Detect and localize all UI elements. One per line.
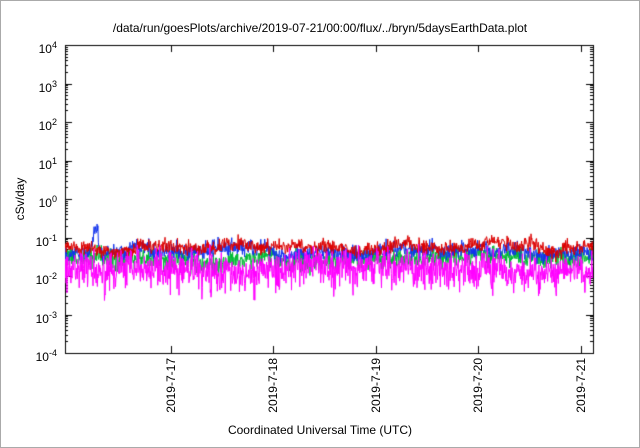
- y-tick-label: 10-1: [35, 232, 57, 249]
- y-tick-label: 10-2: [35, 271, 57, 287]
- x-tick-label: 2019-7-21: [573, 358, 588, 413]
- y-tick-label: 104: [38, 40, 57, 56]
- x-tick-label: 2019-7-19: [368, 358, 383, 413]
- chart-title: /data/run/goesPlots/archive/2019-07-21/0…: [112, 21, 528, 35]
- y-tick-label: 103: [38, 78, 57, 95]
- y-tick-label: 10-4: [35, 348, 57, 364]
- x-tick-label: 2019-7-20: [470, 358, 485, 413]
- x-tick-label: 2019-7-18: [266, 358, 281, 413]
- y-tick-label: 10-3: [35, 309, 57, 326]
- y-tick-label: 101: [38, 155, 57, 172]
- y-tick-label: 100: [38, 194, 57, 210]
- x-axis-label: Coordinated Universal Time (UTC): [227, 423, 413, 437]
- y-tick-label: 102: [38, 117, 57, 133]
- x-tick-label: 2019-7-17: [163, 358, 178, 413]
